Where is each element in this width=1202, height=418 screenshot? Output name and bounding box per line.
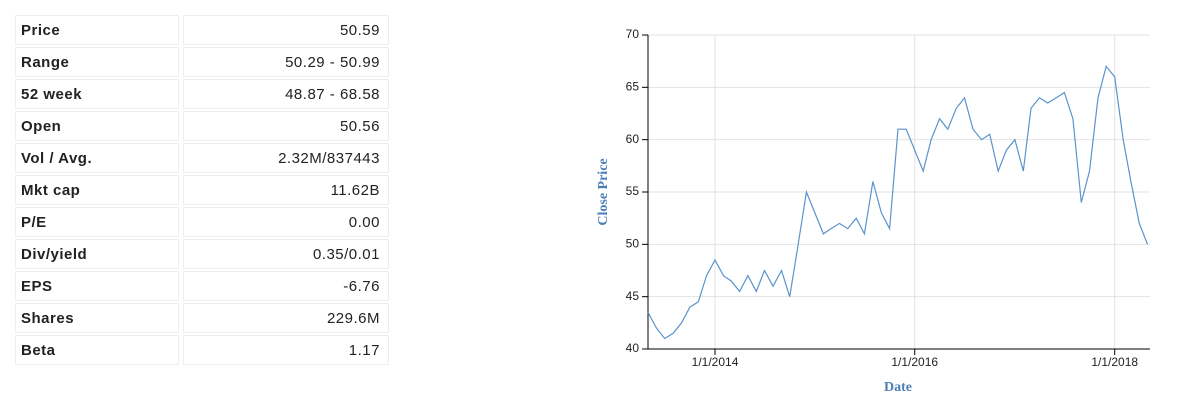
table-row: Range 50.29 - 50.99 bbox=[15, 47, 389, 77]
row-label: Shares bbox=[15, 303, 179, 333]
table-row: Div/yield 0.35/0.01 bbox=[15, 239, 389, 269]
y-tick-label: 55 bbox=[626, 184, 640, 198]
row-value: 0.35/0.01 bbox=[183, 239, 389, 269]
row-label: Price bbox=[15, 15, 179, 45]
y-tick-label: 60 bbox=[626, 132, 640, 146]
y-tick-label: 40 bbox=[626, 341, 640, 355]
table-row: Price 50.59 bbox=[15, 15, 389, 45]
x-tick-label: 1/1/2016 bbox=[891, 355, 938, 369]
row-label: Beta bbox=[15, 335, 179, 365]
table-row: Open 50.56 bbox=[15, 111, 389, 141]
row-label: Range bbox=[15, 47, 179, 77]
row-value: -6.76 bbox=[183, 271, 389, 301]
row-value: 50.59 bbox=[183, 15, 389, 45]
table-row: P/E 0.00 bbox=[15, 207, 389, 237]
y-tick-label: 70 bbox=[626, 27, 640, 41]
row-value: 50.29 - 50.99 bbox=[183, 47, 389, 77]
x-tick-label: 1/1/2018 bbox=[1091, 355, 1138, 369]
row-value: 11.62B bbox=[183, 175, 389, 205]
y-tick-label: 65 bbox=[626, 80, 640, 94]
row-label: EPS bbox=[15, 271, 179, 301]
row-label: Vol / Avg. bbox=[15, 143, 179, 173]
y-axis-title: Close Price bbox=[596, 158, 611, 225]
table-row: Vol / Avg. 2.32M/837443 bbox=[15, 143, 389, 173]
table-row: 52 week 48.87 - 68.58 bbox=[15, 79, 389, 109]
y-tick-label: 45 bbox=[626, 289, 640, 303]
table-row: Mkt cap 11.62B bbox=[15, 175, 389, 205]
row-value: 50.56 bbox=[183, 111, 389, 141]
x-tick-label: 1/1/2014 bbox=[692, 355, 739, 369]
row-value: 229.6M bbox=[183, 303, 389, 333]
row-label: Mkt cap bbox=[15, 175, 179, 205]
table-row: EPS -6.76 bbox=[15, 271, 389, 301]
row-label: 52 week bbox=[15, 79, 179, 109]
row-label: Open bbox=[15, 111, 179, 141]
table-row: Beta 1.17 bbox=[15, 335, 389, 365]
table-row: Shares 229.6M bbox=[15, 303, 389, 333]
row-value: 0.00 bbox=[183, 207, 389, 237]
price-line bbox=[647, 65, 1149, 340]
stats-table: Price 50.59 Range 50.29 - 50.99 52 week 48.87… bbox=[15, 15, 389, 367]
row-label: P/E bbox=[15, 207, 179, 237]
row-value: 1.17 bbox=[183, 335, 389, 365]
row-value: 48.87 - 68.58 bbox=[183, 79, 389, 109]
row-value: 2.32M/837443 bbox=[183, 143, 389, 173]
row-label: Div/yield bbox=[15, 239, 179, 269]
y-tick-label: 50 bbox=[626, 237, 640, 251]
x-axis-title: Date bbox=[884, 380, 912, 395]
